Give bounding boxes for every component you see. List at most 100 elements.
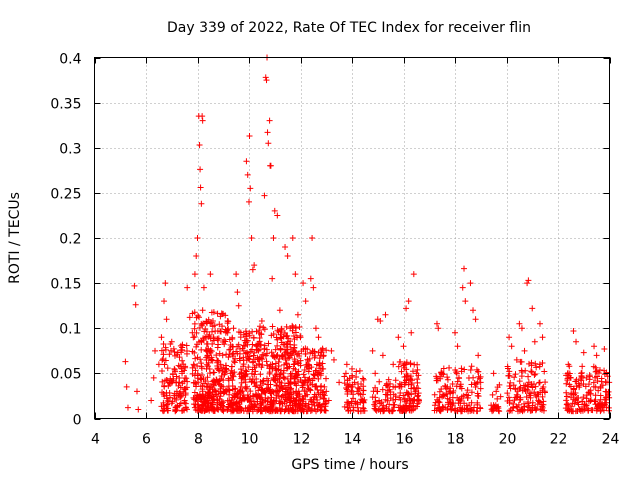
data-point — [192, 367, 199, 374]
data-point — [300, 371, 307, 378]
data-point — [274, 376, 281, 383]
data-point — [253, 346, 260, 353]
data-point — [315, 349, 322, 356]
data-point — [404, 372, 411, 379]
data-point — [563, 397, 570, 404]
data-point — [512, 371, 519, 378]
data-point — [244, 405, 251, 412]
data-point — [202, 399, 209, 406]
data-point — [321, 395, 328, 402]
data-point — [255, 393, 261, 400]
data-point — [169, 370, 176, 377]
data-point — [470, 307, 477, 314]
data-point — [436, 404, 443, 411]
data-point — [564, 377, 571, 384]
data-point — [446, 364, 453, 371]
data-point — [162, 344, 169, 351]
data-point — [505, 394, 512, 401]
data-point — [477, 405, 484, 412]
data-point — [242, 339, 249, 346]
data-point — [534, 391, 541, 398]
data-point — [251, 364, 258, 371]
data-point — [316, 355, 323, 362]
data-point — [407, 373, 414, 380]
x-tick-label: 8 — [194, 432, 203, 448]
data-point — [454, 343, 461, 350]
data-point — [564, 393, 571, 400]
data-point — [395, 334, 402, 341]
data-point — [279, 354, 286, 361]
data-point — [593, 368, 600, 375]
data-point — [161, 383, 168, 390]
data-point — [305, 401, 312, 408]
data-point — [228, 367, 235, 374]
data-point — [259, 378, 266, 385]
data-point — [458, 385, 465, 392]
data-point — [403, 305, 410, 312]
data-point — [258, 330, 265, 337]
data-point — [511, 374, 518, 381]
data-point — [448, 406, 455, 413]
data-point — [240, 342, 247, 349]
data-point — [274, 336, 281, 343]
data-point — [372, 370, 379, 377]
data-point — [165, 407, 172, 414]
data-point — [193, 329, 200, 336]
data-point — [504, 390, 511, 397]
data-point — [246, 133, 253, 140]
data-point — [467, 280, 474, 287]
data-point — [541, 368, 548, 375]
data-point — [263, 346, 270, 353]
data-point — [564, 370, 571, 377]
data-point — [597, 392, 604, 399]
data-point — [529, 305, 536, 312]
x-tick-label: 10 — [241, 432, 259, 448]
data-point — [236, 328, 242, 335]
data-point — [475, 352, 482, 359]
data-point — [540, 401, 547, 408]
data-point — [274, 327, 281, 334]
data-point — [447, 399, 454, 406]
data-point — [230, 325, 237, 332]
data-point — [207, 347, 214, 354]
data-point — [344, 377, 351, 384]
data-point — [474, 408, 481, 415]
data-point — [260, 351, 267, 358]
data-point — [457, 381, 464, 388]
data-point — [372, 406, 379, 413]
data-point — [161, 298, 168, 305]
x-tick-label: 6 — [142, 432, 151, 448]
data-point — [348, 398, 355, 405]
chart-title: Day 339 of 2022, Rate Of TEC Index for r… — [167, 20, 531, 36]
data-point — [214, 357, 221, 364]
data-point — [252, 383, 259, 390]
data-point — [450, 400, 457, 407]
data-point — [517, 394, 524, 401]
data-point — [355, 390, 362, 397]
data-point — [196, 142, 203, 149]
data-point — [272, 365, 279, 372]
data-point — [162, 377, 169, 384]
data-point — [464, 405, 471, 412]
data-point — [350, 407, 357, 414]
data-point — [190, 394, 197, 401]
data-point — [208, 319, 215, 326]
data-point — [263, 375, 270, 382]
data-point — [355, 408, 362, 415]
data-point — [218, 382, 225, 389]
data-point — [123, 383, 130, 390]
data-point — [241, 372, 248, 379]
x-tick-labels: 4 6 8 10 12 14 16 18 20 22 24 — [91, 432, 619, 448]
data-point — [174, 349, 181, 356]
data-point — [251, 349, 258, 356]
data-point — [152, 347, 159, 354]
data-point — [453, 369, 460, 376]
data-point — [262, 406, 269, 413]
data-point — [407, 400, 414, 407]
data-point — [175, 362, 182, 369]
data-point — [222, 338, 229, 345]
data-point — [524, 280, 531, 287]
data-point — [372, 398, 379, 405]
data-point — [377, 318, 384, 325]
data-point — [255, 387, 262, 394]
